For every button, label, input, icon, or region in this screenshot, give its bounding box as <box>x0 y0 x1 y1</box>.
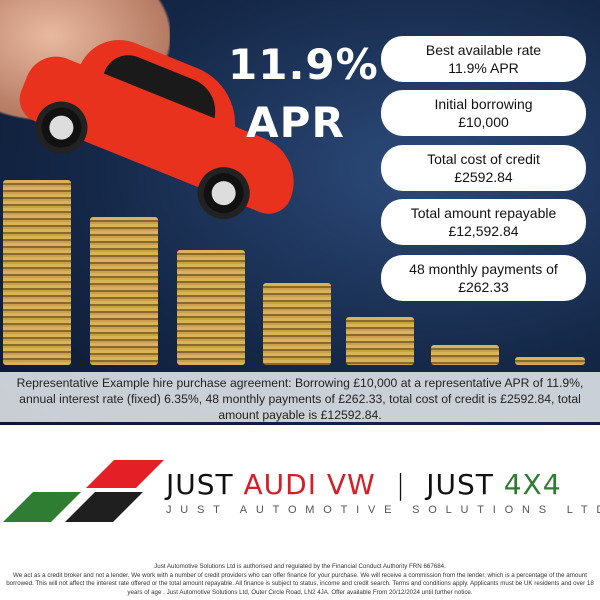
fca-statement: Just Automotive Solutions Ltd is authori… <box>154 563 446 570</box>
headline-rate-unit: APR <box>246 98 345 147</box>
logo-tagline: JUST AUTOMOTIVE SOLUTIONS LTD <box>166 504 600 516</box>
info-pill-initial-borrowing: Initial borrowing £10,000 <box>381 90 586 136</box>
info-pill-total-cost: Total cost of credit £2592.84 <box>381 145 586 191</box>
company-logo: JUST AUDI VW | JUST 4X4 JUST AUTOMOTIVE SO… <box>0 450 600 532</box>
pill-label: 48 monthly payments of <box>409 261 558 277</box>
headline-rate: 11.9% APR <box>228 40 379 148</box>
coin-stack <box>515 357 585 365</box>
coin-stack <box>431 345 499 365</box>
info-pill-monthly-payments: 48 monthly payments of £262.33 <box>381 255 586 301</box>
hero-image: 11.9% APR Best available rate 11.9% APR I… <box>0 0 600 425</box>
logo-wordmark: JUST AUDI VW | JUST 4X4 <box>166 468 562 501</box>
pill-value: £2592.84 <box>454 169 513 185</box>
logo-black-stripe <box>65 492 143 522</box>
logo-separator: | <box>395 468 407 501</box>
pill-value: £12,592.84 <box>448 223 519 239</box>
broker-disclaimer: We act as a credit broker and not a lend… <box>6 571 594 596</box>
coin-stack <box>177 250 245 365</box>
coin-stack <box>3 180 71 365</box>
logo-just: JUST <box>426 468 504 501</box>
coin-stack <box>263 283 331 365</box>
pill-value: £10,000 <box>458 114 509 130</box>
logo-4x4: 4X4 <box>503 468 562 501</box>
pill-label: Initial borrowing <box>434 96 533 112</box>
coin-stack <box>90 217 158 365</box>
pill-label: Total amount repayable <box>410 205 557 221</box>
info-pill-total-repayable: Total amount repayable £12,592.84 <box>381 199 586 245</box>
representative-example: Representative Example hire purchase agr… <box>0 372 600 422</box>
logo-just: JUST <box>166 468 244 501</box>
pill-label: Total cost of credit <box>427 151 540 167</box>
headline-rate-value: 11.9% <box>228 40 379 89</box>
logo-audi-vw: AUDI VW <box>243 468 376 501</box>
pill-value: 11.9% APR <box>448 60 519 76</box>
logo-red-stripe <box>86 460 164 488</box>
legal-footer: Just Automotive Solutions Ltd is authori… <box>0 563 600 597</box>
pill-label: Best available rate <box>425 42 542 58</box>
coin-stack <box>346 317 414 365</box>
info-pill-best-rate: Best available rate 11.9% APR <box>381 36 586 82</box>
pill-value: £262.33 <box>458 279 509 295</box>
